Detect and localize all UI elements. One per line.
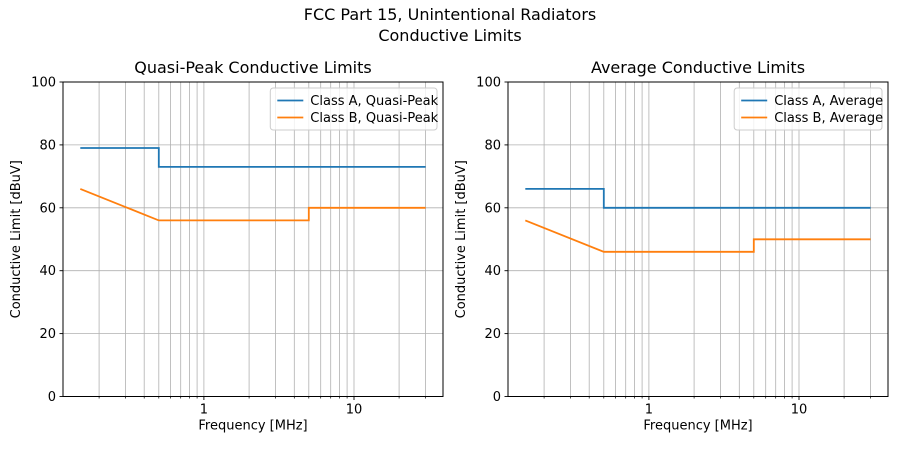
y-tick-label: 60 (39, 201, 56, 216)
legend-box (733, 87, 883, 131)
y-tick-label: 100 (31, 76, 56, 91)
series-line-class-b (79, 188, 426, 222)
legend: Class A, Average Class B, Average (733, 87, 883, 131)
legend-box (269, 87, 438, 131)
axes-spines (62, 81, 444, 397)
y-tick-label: 80 (39, 138, 56, 153)
y-tick-label: 100 (476, 76, 501, 91)
legend-label: Class A, Quasi-Peak (310, 94, 438, 109)
y-tick-label: 0 (48, 390, 56, 405)
series-line-class-a (80, 147, 426, 168)
y-axis-label: Conductive Limit [dBuV] (9, 160, 24, 318)
x-tick-label: 1 (645, 403, 653, 418)
y-axis-label: Conductive Limit [dBuV] (454, 160, 469, 318)
legend-label: Class B, Average (774, 111, 883, 126)
figure-title: FCC Part 15, Unintentional Radiators Con… (0, 4, 900, 46)
series-line-class-b (524, 219, 871, 253)
subplot-title: Average Conductive Limits (591, 58, 805, 77)
grid (63, 81, 443, 397)
series-line-class-a (525, 187, 871, 209)
y-tick-label: 0 (493, 390, 501, 405)
x-tick-label: 1 (200, 403, 208, 418)
y-tick-label: 60 (484, 201, 501, 216)
x-tick-label: 10 (346, 403, 363, 418)
y-tick-label: 80 (484, 138, 501, 153)
axes-spines (507, 81, 889, 397)
x-axis-label: Frequency [MHz] (643, 419, 752, 434)
legend-label: Class A, Average (774, 94, 883, 109)
figure-title-line2: Conductive Limits (378, 26, 522, 45)
y-tick-label: 20 (39, 327, 56, 342)
y-tick-label: 40 (39, 264, 56, 279)
y-tick-label: 20 (484, 327, 501, 342)
subplot-title: Quasi-Peak Conductive Limits (134, 58, 371, 77)
y-tick-label: 40 (484, 264, 501, 279)
legend: Class A, Quasi-Peak Class B, Quasi-Peak (269, 87, 439, 131)
legend-label: Class B, Quasi-Peak (310, 111, 438, 126)
x-axis-label: Frequency [MHz] (198, 419, 307, 434)
figure-title-line1: FCC Part 15, Unintentional Radiators (303, 5, 597, 24)
x-tick-label: 10 (791, 403, 808, 418)
